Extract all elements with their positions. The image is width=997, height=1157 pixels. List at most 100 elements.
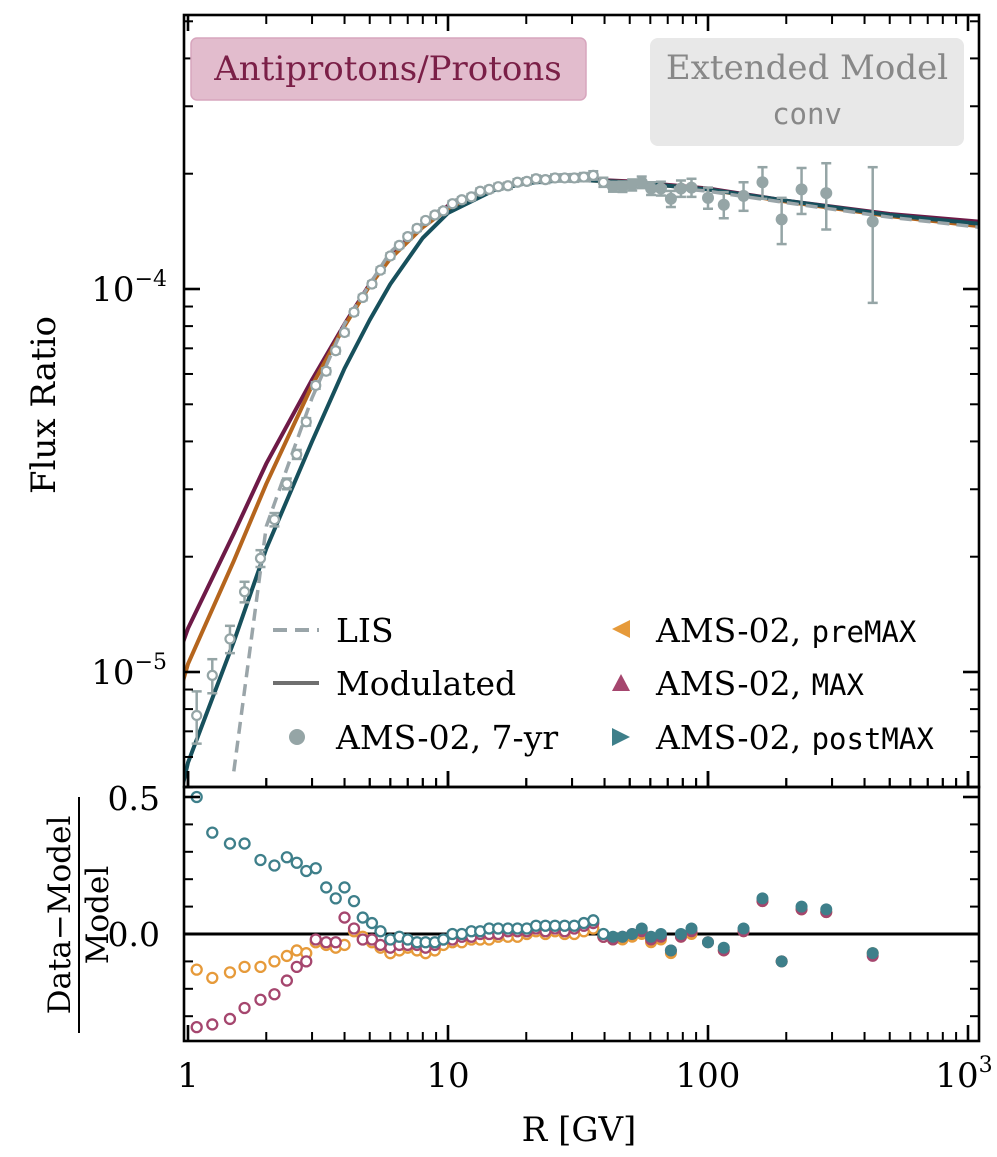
ratio-point-premax xyxy=(238,960,251,974)
ams7-marker xyxy=(685,181,698,194)
ratio-point-postmax xyxy=(347,894,361,908)
ratio-frame xyxy=(182,785,981,1043)
ams7-marker xyxy=(820,187,833,200)
ams7-point xyxy=(465,191,477,203)
ams7-marker xyxy=(626,178,639,191)
ams7-marker-open xyxy=(502,180,514,192)
ams7-marker-open xyxy=(254,552,267,564)
xtick-label-10: 10 xyxy=(426,1056,469,1096)
ams7-marker-open xyxy=(597,176,610,188)
ams7-point xyxy=(238,580,251,604)
rtick-label-0p0: 0.0 xyxy=(108,915,160,954)
model-label: Extended Model xyxy=(666,48,948,88)
ams7-point xyxy=(191,690,203,745)
legend-max-label: AMS-02, MAX xyxy=(655,664,864,703)
ratio-point-postmax xyxy=(626,928,639,940)
ams7-point xyxy=(206,657,218,695)
rtick-label-0p5: 0.5 xyxy=(108,779,160,818)
legend-ams7-swatch xyxy=(289,729,305,745)
ams7-point xyxy=(635,175,648,190)
ams7-marker-open xyxy=(474,185,486,197)
ams7-point xyxy=(268,511,281,528)
ratio-point-max xyxy=(365,933,379,946)
ams7-point xyxy=(578,171,590,183)
ams7-point xyxy=(357,291,369,304)
ams7-marker-open xyxy=(511,176,524,188)
ams7-point xyxy=(338,326,351,339)
ams7-point xyxy=(374,264,387,276)
ams7-marker-open xyxy=(465,191,477,203)
ratio-point-max xyxy=(254,993,267,1006)
ams7-point xyxy=(775,196,788,246)
ams7-point xyxy=(281,477,293,491)
ratio-point-postmax xyxy=(365,916,379,930)
ratio-point-postmax xyxy=(437,933,450,946)
ams7-point xyxy=(685,177,698,199)
top-plot-area xyxy=(184,161,979,787)
ratio-point-max xyxy=(206,1018,219,1031)
ams7-marker-open xyxy=(384,250,396,262)
ams7-point xyxy=(456,194,468,206)
ratio-point-premax xyxy=(206,971,219,984)
ratio-point-postmax xyxy=(717,941,730,954)
ams7-marker-open xyxy=(191,709,203,722)
ratio-point-max xyxy=(374,938,387,952)
ratio-point-postmax xyxy=(206,826,219,839)
ams7-point xyxy=(866,165,879,305)
ams7-point xyxy=(474,185,486,197)
ratio-point-postmax xyxy=(674,928,687,940)
ams7-point xyxy=(393,239,405,251)
ams7-marker xyxy=(616,180,629,193)
ratio-point-max xyxy=(300,955,313,968)
ams7-point xyxy=(559,172,571,184)
ratio-point-postmax xyxy=(280,851,294,864)
ams7-marker-open xyxy=(587,169,599,181)
ratio-point-postmax xyxy=(238,837,251,850)
ams7-marker-open xyxy=(300,416,312,428)
ams7-point xyxy=(402,231,414,243)
ytick-label-1e-5: 10−5 xyxy=(91,650,167,693)
ams7-point xyxy=(300,416,312,428)
ratio-axis-label: Data−Model Model xyxy=(42,797,116,1033)
ratio-point-postmax xyxy=(737,922,750,935)
model-badge: Extended Model conv xyxy=(650,38,964,146)
legend: LIS Modulated AMS-02, 7-yr AMS-02, preMA… xyxy=(273,611,934,757)
ratio-point-postmax xyxy=(254,853,267,867)
ams7-point xyxy=(626,178,639,192)
ratio-point-max xyxy=(223,1012,237,1026)
ams7-marker-open xyxy=(330,345,342,357)
ratio-point-postmax xyxy=(664,944,677,957)
ams7-point xyxy=(756,165,769,201)
ams7-marker-open xyxy=(393,239,405,251)
ratio-label-numerator: Data−Model xyxy=(42,816,78,1015)
axis-ticks xyxy=(184,15,979,1041)
ams7-marker-open xyxy=(456,194,468,206)
ams7-point xyxy=(717,190,730,220)
xtick-label-1: 1 xyxy=(177,1056,199,1096)
ams7-marker-open xyxy=(338,326,351,339)
ams7-marker-open xyxy=(402,231,414,243)
ams7-marker-open xyxy=(348,306,360,318)
ratio-point-max xyxy=(347,922,361,935)
ams7-point xyxy=(645,180,658,197)
ams7-point xyxy=(702,186,714,211)
ratio-point-postmax xyxy=(702,936,714,949)
ams7-marker-open xyxy=(492,181,504,193)
ams7-point xyxy=(411,222,423,234)
ratio-point-postmax xyxy=(309,862,322,875)
ams7-marker xyxy=(717,198,730,211)
legend-modulated-label: Modulated xyxy=(336,664,516,703)
ratio-point-postmax xyxy=(775,955,788,968)
ratio-point-premax xyxy=(254,960,267,974)
ams7-point xyxy=(616,180,629,194)
ams7-marker xyxy=(866,215,879,228)
ams7-marker-open xyxy=(238,586,251,598)
xtick-label-1000: 103 xyxy=(935,1053,992,1096)
ams7-point xyxy=(737,180,750,213)
ams7-marker-open xyxy=(446,198,459,210)
ams7-marker-open xyxy=(366,278,378,290)
ams7-point xyxy=(291,448,303,461)
legend-postmax-swatch xyxy=(612,728,630,746)
ratio-point-premax xyxy=(280,949,294,963)
